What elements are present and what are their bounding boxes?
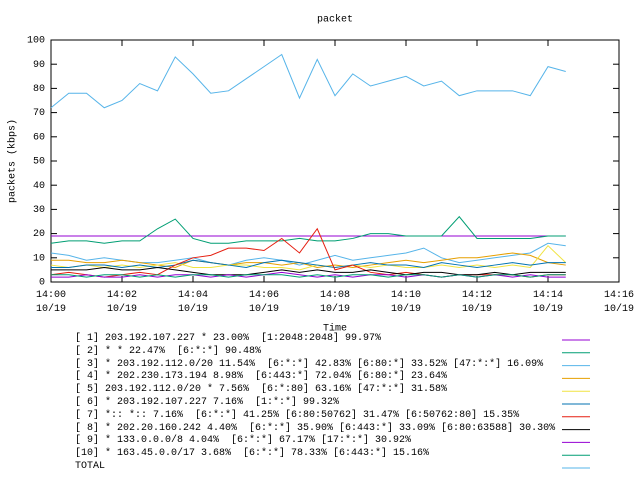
series-line (50, 53, 566, 109)
x-tick-label: 14:04 10/19 (177, 290, 208, 315)
x-axis-label: Time (323, 323, 347, 335)
y-tick-label: 100 (27, 36, 45, 47)
x-tick-label: 14:06 10/19 (248, 290, 279, 315)
series-line (51, 259, 566, 268)
series-line (51, 266, 566, 276)
chart-title: packet (317, 14, 353, 26)
legend-label: [ 4] * 202.230.173.194 8.98% [6:443:*] 7… (75, 371, 448, 383)
y-tick-label: 30 (33, 205, 45, 216)
plot-frame (50, 39, 620, 283)
legend-label: [ 8] * 202.20.160.242 4.40% [6:*:*] 35.9… (75, 422, 556, 434)
y-axis-label: packets (kbps) (7, 119, 19, 203)
y-tick-label: 0 (39, 278, 45, 289)
legend-label: [ 6] * 203.192.107.227 7.16% [1:*:*] 99.… (75, 397, 340, 408)
y-tick-label: 50 (33, 157, 45, 168)
y-tick-label: 60 (33, 132, 45, 143)
y-tick-label: 40 (33, 181, 45, 192)
series-line (51, 274, 566, 278)
y-tick-label: 20 (33, 229, 45, 240)
x-tick-label: 14:10 10/19 (390, 290, 421, 315)
series-line (50, 244, 567, 271)
y-tick-label: 90 (33, 60, 45, 71)
x-tick-label: 14:14 10/19 (532, 290, 563, 315)
y-tick-label: 80 (33, 84, 45, 95)
legend-label: [ 1] 203.192.107.227 * 23.00% [1:2048:20… (75, 333, 382, 344)
legend-label: [ 3] * 203.192.112.0/20 11.54% [6:*:*] 4… (75, 358, 544, 370)
series-line (50, 242, 566, 266)
legend-label: [ 9] * 133.0.0.0/8 4.04% [6:*:*] 67.17% … (75, 435, 412, 447)
legend-label: [10] * 163.45.0.0/17 3.68% [6:*:*] 78.33… (75, 448, 430, 460)
legend-label: TOTAL (75, 461, 106, 472)
x-tick-label: 14:12 10/19 (461, 290, 492, 315)
legend-label: [ 5] 203.192.112.0/20 * 7.56% [6:*:80] 6… (75, 384, 448, 396)
x-tick-label: 14:02 10/19 (106, 290, 137, 315)
legend-label: [ 2] * * 22.47% [6:*:*] 90.48% (75, 345, 262, 357)
y-tick-label: 70 (33, 108, 45, 119)
series-line (50, 215, 566, 244)
x-tick-label: 14:00 10/19 (35, 290, 66, 315)
x-tick-label: 14:08 10/19 (319, 290, 350, 315)
x-tick-label: 14:16 10/19 (603, 290, 634, 315)
y-tick-label: 10 (33, 253, 45, 264)
series-line (51, 252, 566, 268)
legend-label: [ 7] *:: *:: 7.16% [6:*:*] 41.25% [6:80:… (75, 409, 520, 421)
